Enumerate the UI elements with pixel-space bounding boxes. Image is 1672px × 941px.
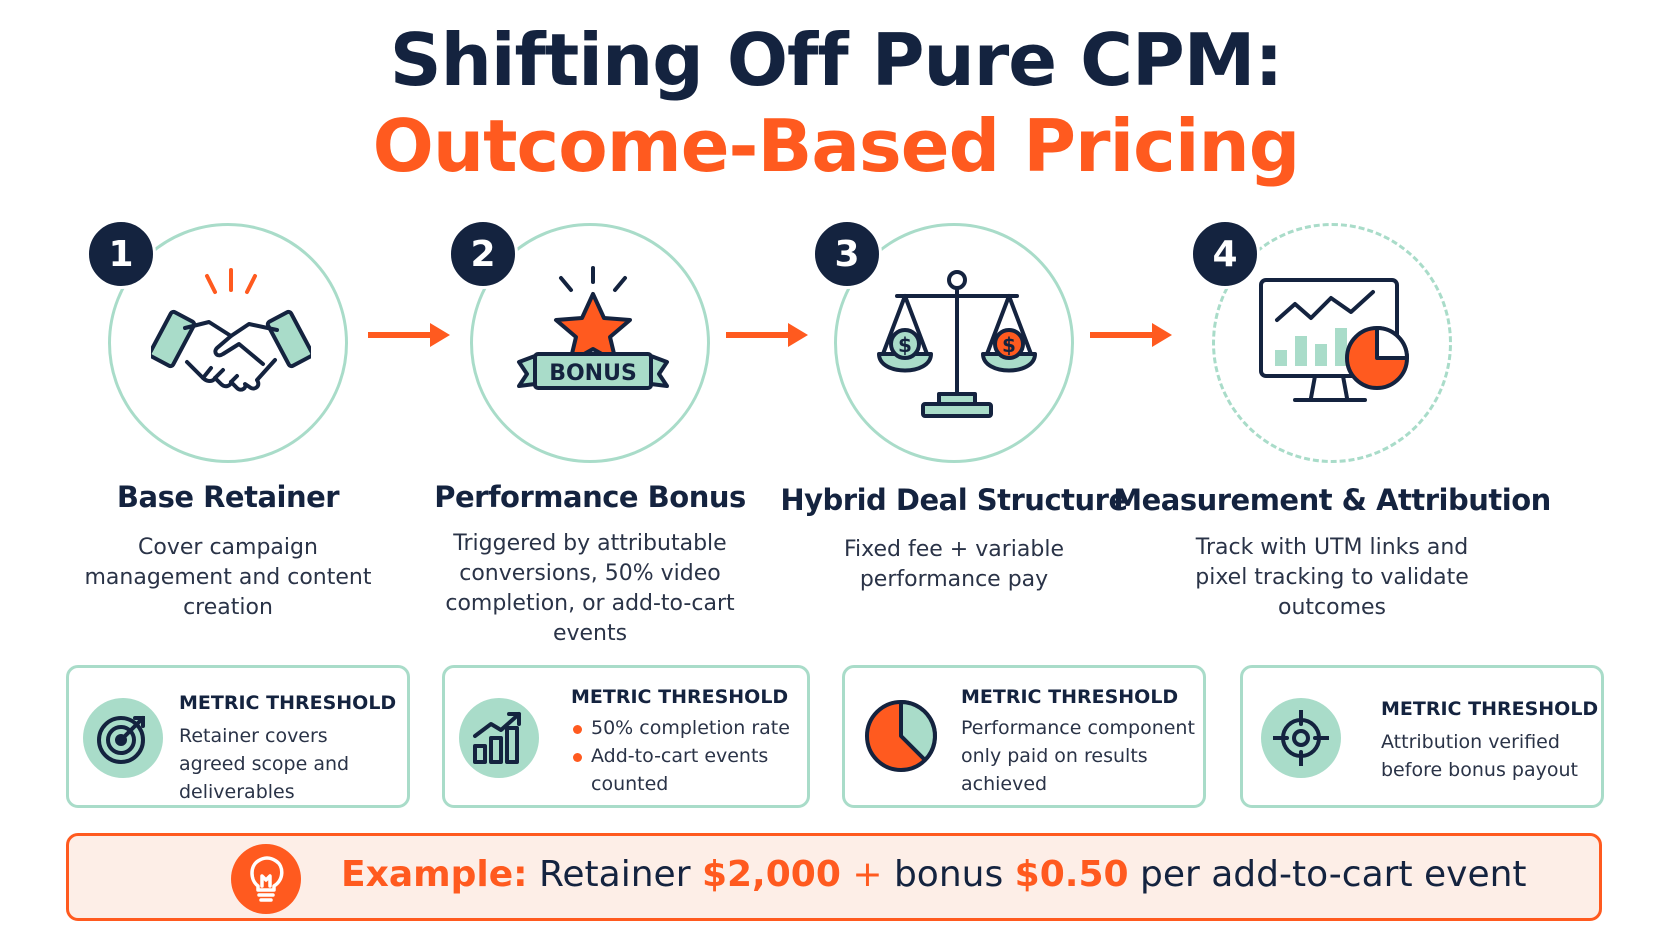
- step-4-description: Track with UTM links and pixel tracking …: [1195, 535, 1469, 620]
- metric-card-1-heading: METRIC THRESHOLD: [179, 692, 397, 714]
- arrow-3-to-4: [1090, 323, 1172, 347]
- example-plus: +: [852, 854, 883, 895]
- dollar-sign-right: $: [1002, 333, 1016, 357]
- lightbulb-icon-circle: [231, 844, 301, 914]
- arrow-1-to-2: [368, 323, 450, 347]
- dollar-sign-left: $: [898, 333, 912, 357]
- metric-card-2-icon-circle: [459, 698, 539, 778]
- step-3-description: Fixed fee + variable performance pay: [844, 537, 1064, 592]
- step-2-number-badge: 2: [448, 219, 518, 289]
- metric-card-2-bullet-1: 50% completion rate: [571, 714, 801, 742]
- example-retainer-amount: $2,000: [701, 854, 841, 895]
- example-bonus-text: bonus: [893, 854, 1004, 895]
- step-2-title: Performance Bonus: [434, 480, 746, 514]
- metric-card-4-body: Attribution verified before bonus payout: [1381, 731, 1578, 781]
- lightbulb-icon: [250, 856, 284, 902]
- step-1-icon-circle: [108, 223, 348, 463]
- step-2-description: Triggered by attributable conversions, 5…: [445, 531, 735, 646]
- metric-card-3-body: Performance component only paid on resul…: [961, 717, 1195, 795]
- step-4-title: Measurement & Attribution: [1113, 483, 1551, 517]
- growth-chart-icon: [473, 712, 521, 764]
- example-label: Example:: [341, 854, 528, 895]
- metric-card-3-icon-circle: [861, 696, 941, 776]
- example-banner: Example: Retainer $2,000 + bonus $0.50 p…: [66, 833, 1602, 921]
- metric-card-1-body: Retainer covers agreed scope and deliver…: [179, 725, 350, 803]
- example-bonus-amount: $0.50: [1014, 854, 1129, 895]
- metric-card-2-body: 50% completion rate Add-to-cart events c…: [571, 714, 801, 798]
- analytics-monitor-icon: [1259, 278, 1409, 402]
- metric-card-1-icon-circle: [83, 698, 163, 778]
- bonus-label: BONUS: [549, 361, 637, 386]
- pie-chart-icon: [865, 700, 937, 772]
- target-icon: [97, 716, 145, 764]
- metric-card-4: METRIC THRESHOLD Attribution verified be…: [1240, 665, 1604, 808]
- crosshair-icon: [1273, 710, 1329, 766]
- balance-scale-icon: $ $: [877, 270, 1037, 418]
- step-1-description: Cover campaign management and content cr…: [84, 535, 372, 620]
- metric-card-4-heading: METRIC THRESHOLD: [1381, 698, 1599, 720]
- metric-card-4-icon-circle: [1261, 698, 1341, 778]
- metric-card-3: METRIC THRESHOLD Performance component o…: [842, 665, 1206, 808]
- step-3-number-badge: 3: [812, 219, 882, 289]
- handshake-icon: [151, 268, 311, 392]
- example-text: Example: Retainer $2,000 + bonus $0.50 p…: [341, 854, 1527, 895]
- metric-card-2-heading: METRIC THRESHOLD: [571, 686, 789, 708]
- metric-card-2-bullet-2: Add-to-cart events counted: [571, 742, 801, 798]
- bonus-star-icon: BONUS: [517, 266, 669, 390]
- arrow-2-to-3: [726, 323, 808, 347]
- metric-card-3-heading: METRIC THRESHOLD: [961, 686, 1179, 708]
- step-1-title: Base Retainer: [116, 480, 340, 514]
- example-event-text: per add-to-cart event: [1140, 854, 1527, 895]
- metric-card-1: METRIC THRESHOLD Retainer covers agreed …: [66, 665, 410, 808]
- title-line-1: Shifting Off Pure CPM:: [389, 18, 1283, 102]
- metric-card-2: METRIC THRESHOLD 50% completion rate Add…: [442, 665, 810, 808]
- step-1-number-badge: 1: [86, 219, 156, 289]
- step-4-number-badge: 4: [1190, 219, 1260, 289]
- example-retainer-text: Retainer: [539, 854, 691, 895]
- step-3-title: Hybrid Deal Structure: [780, 483, 1128, 517]
- title-line-2: Outcome-Based Pricing: [372, 104, 1301, 188]
